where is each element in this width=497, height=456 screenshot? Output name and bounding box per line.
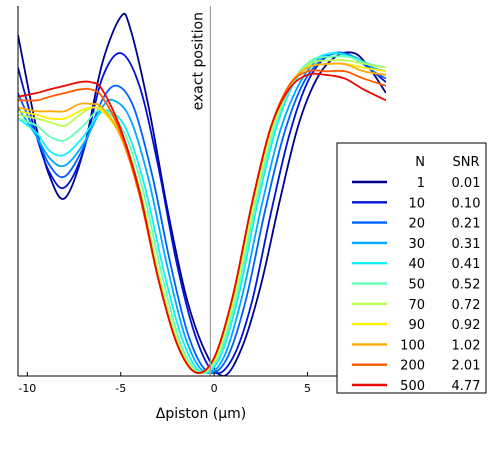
legend-snr-value: 1.02 <box>452 338 481 353</box>
series-line-n-1 <box>18 12 386 376</box>
legend-n-value: 20 <box>408 217 425 232</box>
legend-n-value: 10 <box>408 196 425 211</box>
legend-snr-value: 2.01 <box>452 359 481 374</box>
legend-header-n: N <box>415 155 425 170</box>
legend-box <box>336 142 487 394</box>
series-line-n-70 <box>18 59 386 374</box>
x-tick-label: 0 <box>211 382 218 395</box>
x-tick-label: 5 <box>304 382 311 395</box>
legend-snr-value: 0.52 <box>452 278 481 293</box>
legend: N SNR 1 0.01 10 0.10 20 0.21 30 0.31 40 0.41 50 0.52 7… <box>336 142 487 394</box>
series-line-n-10 <box>18 51 386 375</box>
x-axis-label: Δpiston (µm) <box>156 406 247 422</box>
legend-snr-value: 0.10 <box>452 196 481 211</box>
legend-header-snr: SNR <box>452 155 479 170</box>
legend-snr-value: 0.31 <box>452 237 481 252</box>
legend-snr-value: 0.92 <box>452 318 481 333</box>
legend-n-value: 1 <box>417 176 425 191</box>
legend-snr-value: 4.77 <box>452 379 481 394</box>
legend-snr-value: 0.72 <box>452 298 481 313</box>
exact-position-marker: exact position <box>190 6 212 376</box>
x-tick-label: -5 <box>115 382 126 395</box>
series-line-n-20 <box>18 52 386 375</box>
series-line-n-40 <box>18 52 386 375</box>
legend-n-value: 50 <box>408 278 425 293</box>
legend-n-value: 500 <box>400 379 425 394</box>
legend-n-value: 200 <box>400 359 425 374</box>
legend-n-value: 70 <box>408 298 425 313</box>
legend-snr-value: 0.21 <box>452 217 481 232</box>
legend-n-value: 40 <box>408 257 425 272</box>
legend-n-value: 90 <box>408 318 425 333</box>
series-line-n-50 <box>18 55 386 374</box>
exact-position-label: exact position <box>190 12 206 110</box>
series-line-n-200 <box>18 69 386 374</box>
legend-n-value: 30 <box>408 237 425 252</box>
x-axis: -10 -5 0 5 <box>17 6 386 395</box>
legend-snr-value: 0.41 <box>452 257 481 272</box>
series-layer <box>18 12 386 376</box>
series-line-n-500 <box>18 72 386 374</box>
x-tick-label: -10 <box>18 382 36 395</box>
legend-n-value: 100 <box>400 338 425 353</box>
legend-snr-value: 0.01 <box>452 176 481 191</box>
